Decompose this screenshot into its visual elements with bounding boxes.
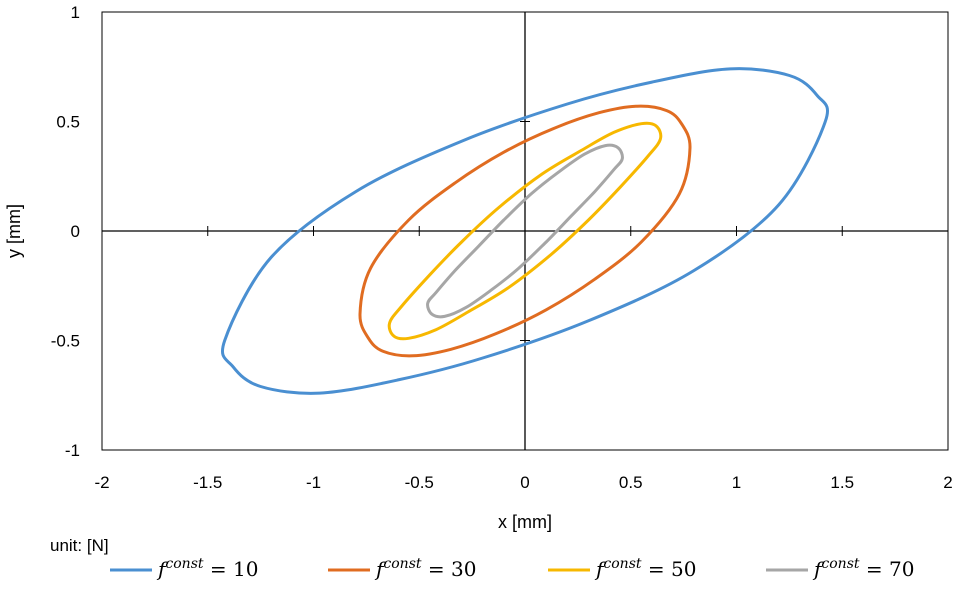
legend-item-2: fconst = 30: [328, 556, 476, 581]
x-tick-labels: -2 -1.5 -1 -0.5 0 0.5 1 1.5 2: [94, 473, 952, 492]
series-line-1: [220, 67, 830, 395]
x-tick-label: 0.5: [619, 473, 643, 492]
y-tick-label: 0: [71, 222, 80, 241]
x-tick-label: 0: [520, 473, 529, 492]
legend-label: fconst = 70: [812, 556, 914, 581]
y-tick-label: 1: [71, 3, 80, 22]
legend-label: fconst = 10: [156, 556, 258, 581]
series-layer: [220, 67, 830, 395]
x-tick-label: 1.5: [830, 473, 854, 492]
x-tick-label: 2: [943, 473, 952, 492]
legend-item-4: fconst = 70: [766, 556, 914, 581]
y-axis-label: y [mm]: [4, 204, 24, 258]
legend: fconst = 10 fconst = 30 fconst = 50 fconst …: [110, 556, 914, 581]
y-tick-labels: -1 -0.5 0 0.5 1: [51, 3, 80, 460]
y-tick-label: -0.5: [51, 332, 80, 351]
x-axis-label: x [mm]: [498, 512, 552, 532]
x-tick-label: 1: [732, 473, 741, 492]
legend-item-1: fconst = 10: [110, 556, 258, 581]
y-tick-label: -1: [65, 441, 80, 460]
x-tick-label: -1.5: [193, 473, 222, 492]
x-tick-label: -2: [94, 473, 109, 492]
legend-item-3: fconst = 50: [548, 556, 696, 581]
legend-label: fconst = 30: [374, 556, 476, 581]
x-tick-label: -1: [306, 473, 321, 492]
series-line-2: [358, 104, 692, 358]
unit-note: unit: [N]: [50, 536, 109, 555]
axes: [101, 11, 949, 451]
series-line-3: [387, 121, 663, 341]
x-tick-label: -0.5: [405, 473, 434, 492]
legend-label: fconst = 50: [594, 556, 696, 581]
series-line-4: [426, 143, 624, 319]
y-tick-label: 0.5: [56, 113, 80, 132]
